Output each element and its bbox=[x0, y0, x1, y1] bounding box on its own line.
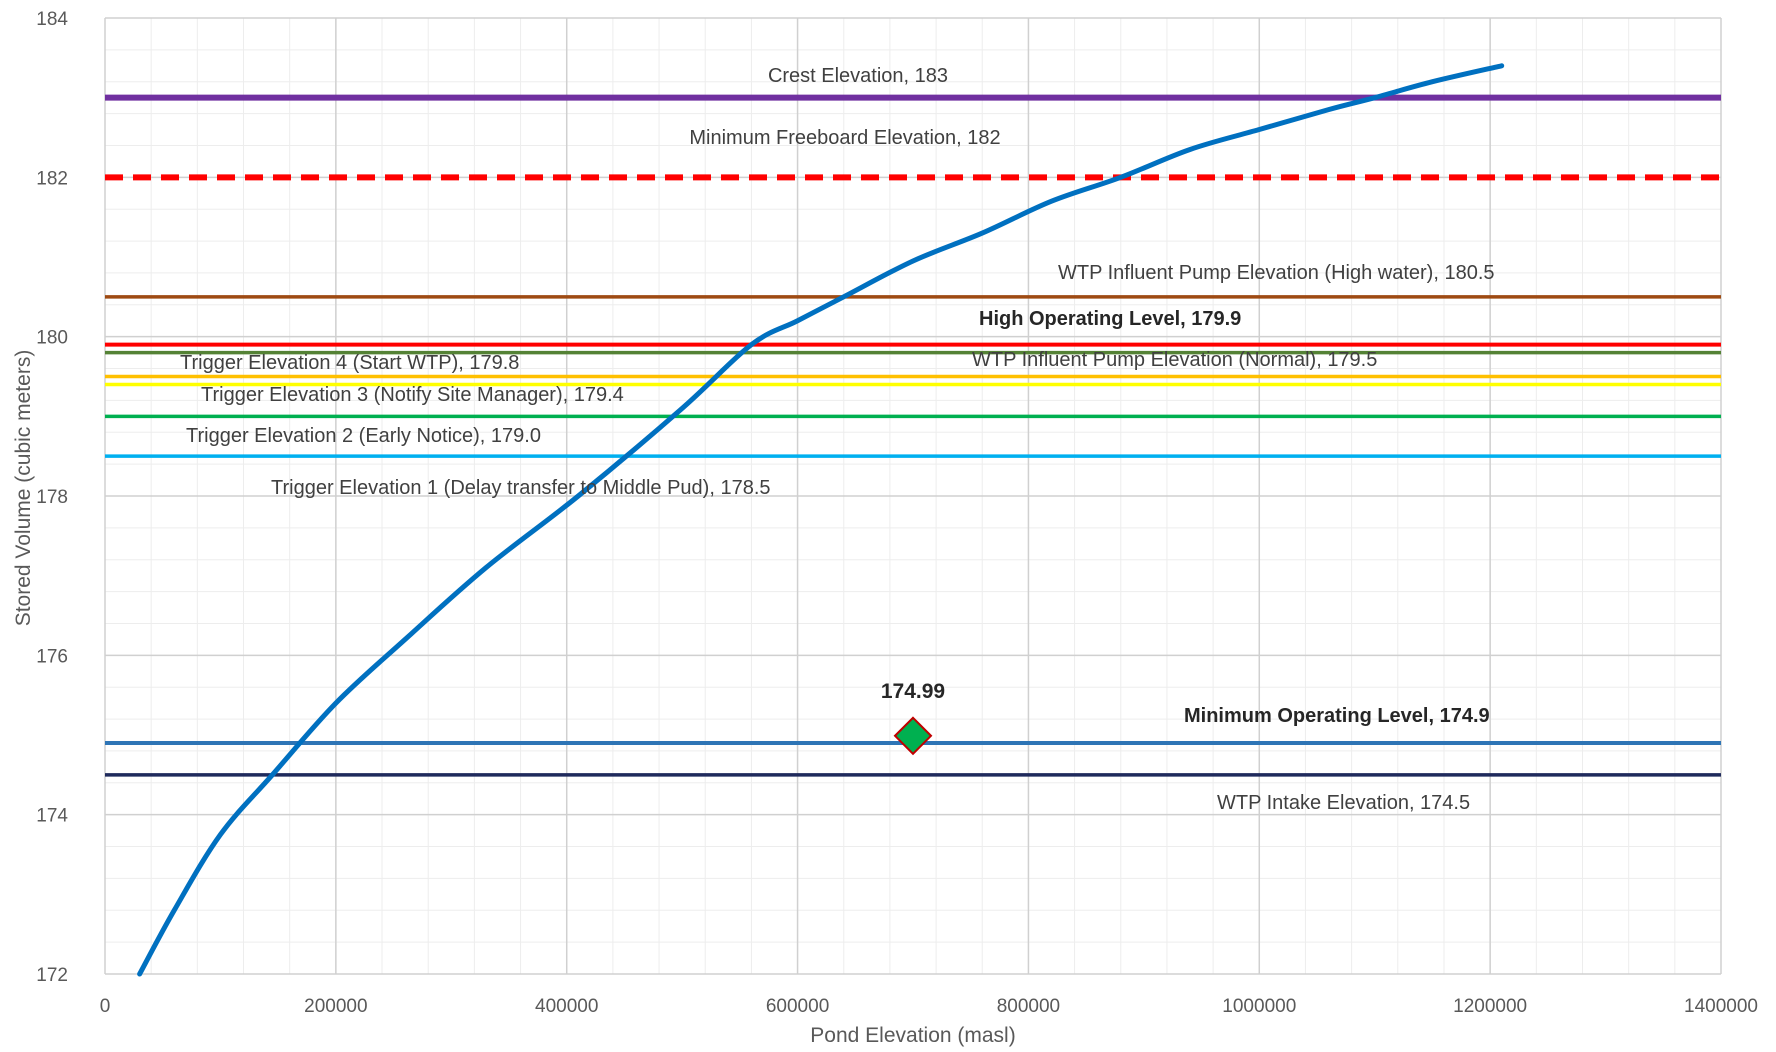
reference-line-label: Minimum Freeboard Elevation, 182 bbox=[689, 127, 1000, 149]
marker-layer: 174.99 bbox=[881, 680, 945, 756]
x-tick-label: 1200000 bbox=[1453, 996, 1527, 1017]
y-tick-label: 180 bbox=[36, 328, 68, 349]
reference-line-label: Crest Elevation, 183 bbox=[768, 65, 948, 87]
reference-line-label: Trigger Elevation 2 (Early Notice), 179.… bbox=[186, 425, 541, 447]
reference-line-label: Trigger Elevation 3 (Notify Site Manager… bbox=[201, 384, 624, 406]
series-line bbox=[137, 63, 1505, 977]
x-tick-label: 0 bbox=[100, 996, 111, 1017]
series-layer bbox=[137, 63, 1505, 977]
reference-line-label: WTP Influent Pump Elevation (Normal), 17… bbox=[972, 349, 1377, 371]
y-tick-label: 176 bbox=[36, 646, 68, 667]
reference-lines bbox=[105, 94, 1721, 777]
data-point-label: 174.99 bbox=[881, 680, 945, 703]
y-tick-label: 178 bbox=[36, 487, 68, 508]
x-axis-ticks: 0 200000 400000 600000 800000 1000000 1200000 1… bbox=[100, 996, 1758, 1017]
x-tick-label: 1400000 bbox=[1684, 996, 1758, 1017]
x-tick-label: 800000 bbox=[997, 996, 1060, 1017]
reference-line-label: WTP Intake Elevation, 174.5 bbox=[1217, 792, 1470, 814]
x-tick-label: 200000 bbox=[304, 996, 367, 1017]
data-point-marker bbox=[893, 716, 933, 756]
reference-line-label: Trigger Elevation 1 (Delay transfer to M… bbox=[271, 477, 771, 499]
reference-line-label: High Operating Level, 179.9 bbox=[979, 308, 1241, 330]
x-axis-title: Pond Elevation (masl) bbox=[810, 1024, 1015, 1047]
y-tick-label: 174 bbox=[36, 806, 68, 827]
y-tick-label: 172 bbox=[36, 965, 68, 986]
x-tick-label: 400000 bbox=[535, 996, 598, 1017]
x-tick-label: 600000 bbox=[766, 996, 829, 1017]
x-tick-label: 1000000 bbox=[1222, 996, 1296, 1017]
reference-line-label: Trigger Elevation 4 (Start WTP), 179.8 bbox=[180, 352, 519, 374]
y-tick-label: 182 bbox=[36, 168, 68, 189]
reference-line-labels: Crest Elevation, 183 Minimum Freeboard El… bbox=[180, 65, 1495, 814]
y-axis-ticks: 172 174 176 178 180 182 184 bbox=[36, 9, 68, 986]
reference-line-label: WTP Influent Pump Elevation (High water)… bbox=[1058, 262, 1495, 284]
y-axis-title: Stored Volume (cubic meters) bbox=[12, 350, 35, 627]
y-tick-label: 184 bbox=[36, 9, 68, 30]
reference-line-label: Minimum Operating Level, 174.9 bbox=[1184, 705, 1490, 727]
